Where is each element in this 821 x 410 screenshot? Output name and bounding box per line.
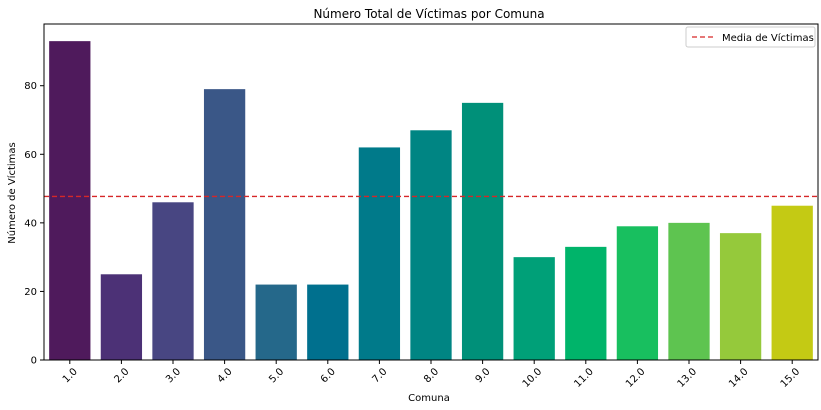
y-tick-label: 0 <box>31 356 37 367</box>
bar <box>358 147 401 360</box>
bar <box>668 222 710 360</box>
bar <box>410 130 452 360</box>
bar <box>49 41 91 361</box>
bar <box>100 274 143 360</box>
x-tick-label: 5.0 <box>267 366 286 385</box>
x-tick-label: 2.0 <box>112 366 131 385</box>
x-tick-label: 11.0 <box>572 366 596 390</box>
x-tick-label: 15.0 <box>779 366 803 390</box>
bar <box>719 233 762 360</box>
x-tick-label: 6.0 <box>319 366 338 385</box>
legend-label: Media de Víctimas <box>722 32 814 44</box>
bar <box>565 246 607 360</box>
x-tick-label: 1.0 <box>61 366 80 385</box>
bar <box>513 257 555 360</box>
x-tick-label: 13.0 <box>676 366 700 390</box>
y-tick-label: 20 <box>24 287 37 298</box>
chart-title: Número Total de Víctimas por Comuna <box>313 7 544 21</box>
x-tick-label: 4.0 <box>216 366 235 385</box>
x-axis-title: Comuna <box>408 393 450 404</box>
legend-box <box>685 26 816 48</box>
bar <box>255 284 297 360</box>
bar <box>461 102 504 360</box>
x-tick-label: 8.0 <box>422 366 441 385</box>
bar <box>152 202 194 360</box>
x-tick-label: 10.0 <box>521 366 545 390</box>
y-tick-label: 40 <box>24 218 37 229</box>
y-tick-label: 80 <box>24 81 37 92</box>
x-tick-label: 14.0 <box>727 366 751 390</box>
bar <box>203 89 246 361</box>
x-tick-label: 9.0 <box>474 366 493 385</box>
plot-area: 0 20 40 60 80 1.0 2.0 3.0 4.0 5.0 6.0 7.0 8.0 9.0 10.0… <box>24 23 819 390</box>
legend: Media de Víctimas <box>685 26 816 48</box>
x-tick-label: 12.0 <box>624 366 648 390</box>
x-tick-label: 3.0 <box>164 366 183 385</box>
y-tick-label: 60 <box>24 150 37 161</box>
bar <box>616 226 659 360</box>
bar <box>771 205 813 360</box>
y-axis-title: Número de Víctimas <box>6 142 18 243</box>
x-tick-label: 7.0 <box>370 366 389 385</box>
bar <box>307 284 349 360</box>
